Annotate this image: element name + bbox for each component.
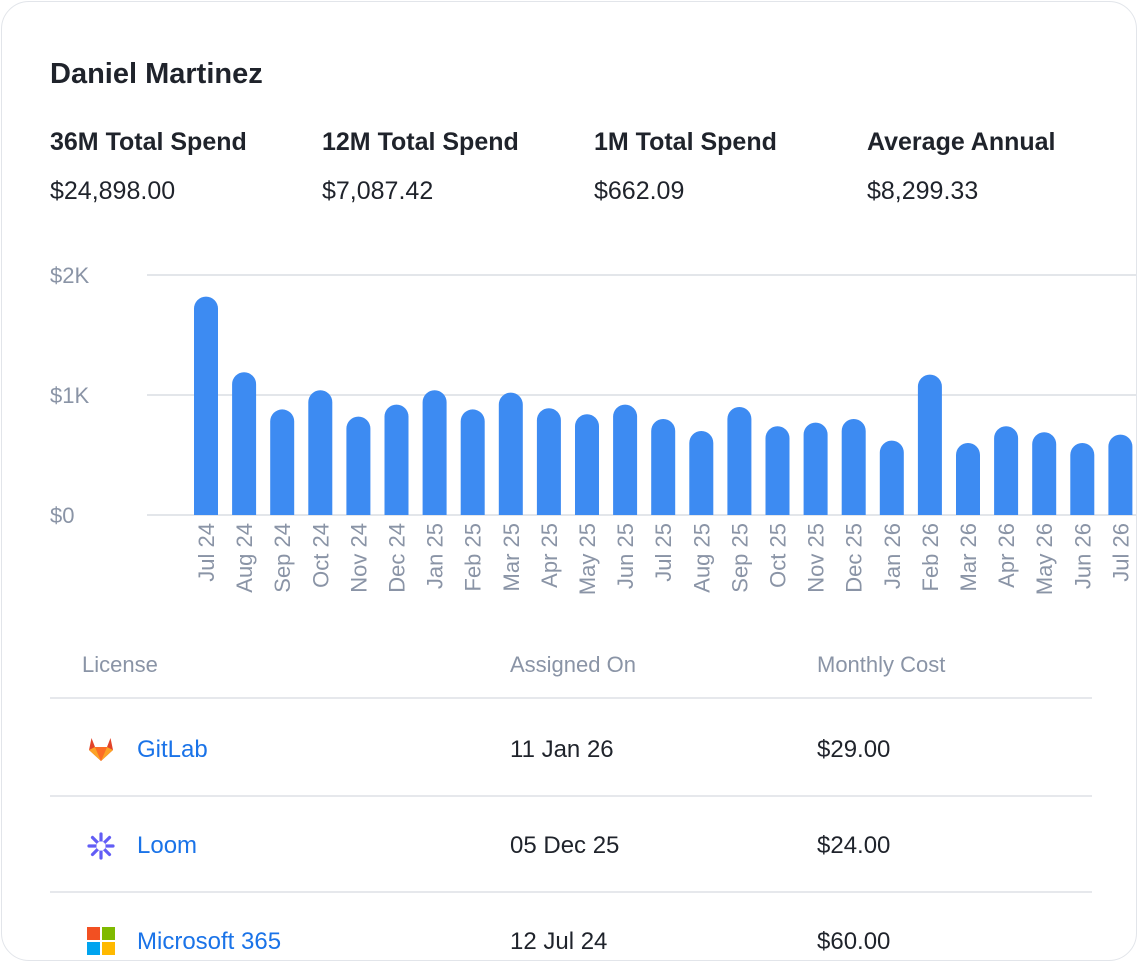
bar-oct-24[interactable]: [308, 390, 333, 515]
bar-aug-24[interactable]: [232, 372, 257, 515]
loom-icon: [87, 832, 115, 860]
x-tick-label: Oct 25: [766, 523, 791, 588]
y-tick-label: $1K: [50, 383, 89, 408]
column-header-license: License: [82, 652, 158, 677]
assigned-on: 11 Jan 26: [510, 736, 614, 763]
stat-label: 36M Total Spend: [50, 128, 247, 156]
stat-label: 12M Total Spend: [322, 128, 519, 156]
table-divider: [50, 795, 1092, 797]
x-tick-label: Mar 26: [956, 523, 981, 591]
x-tick-label: Nov 24: [346, 523, 371, 593]
column-header-assigned-on: Assigned On: [510, 652, 636, 677]
x-tick-label: Sep 25: [727, 523, 752, 593]
x-tick-label: Jun 26: [1070, 523, 1095, 589]
stat-12m: 12M Total Spend $7,087.42: [322, 128, 519, 206]
x-tick-label: Jul 26: [1108, 523, 1133, 582]
column-header-monthly-cost: Monthly Cost: [817, 652, 946, 677]
bar-sep-25[interactable]: [727, 407, 752, 515]
stat-1m: 1M Total Spend $662.09: [594, 128, 777, 206]
x-tick-label: Aug 24: [232, 523, 257, 593]
user-name: Daniel Martinez: [50, 58, 263, 90]
monthly-spend-chart: $0 $1K $2K Jul 24 Aug 24 Sep 24 Oct 24 Nov 24 De…: [50, 263, 1136, 595]
license-link[interactable]: Microsoft 365: [137, 928, 282, 955]
stat-36m: 36M Total Spend $24,898.00: [50, 128, 247, 206]
bar-sep-24[interactable]: [270, 409, 295, 515]
x-tick-label: Apr 26: [994, 523, 1019, 588]
monthly-cost: $24.00: [817, 832, 891, 859]
x-tick-label: Mar 25: [499, 523, 524, 591]
bar-jul-24[interactable]: [194, 296, 218, 515]
assigned-on: 12 Jul 24: [510, 928, 608, 955]
bar-apr-25[interactable]: [536, 408, 561, 515]
bar-oct-25[interactable]: [765, 426, 790, 515]
bar-dec-25[interactable]: [841, 419, 866, 515]
microsoft-365-icon: [87, 927, 115, 955]
bar-nov-24[interactable]: [346, 416, 371, 515]
x-tick-label: Nov 25: [804, 523, 829, 593]
license-link[interactable]: Loom: [137, 832, 198, 859]
x-tick-label: Jul 25: [651, 523, 676, 582]
x-tick-label: Dec 24: [385, 523, 410, 593]
bar-aug-25[interactable]: [689, 431, 714, 515]
bar-jul-25[interactable]: [651, 419, 676, 515]
monthly-cost: $60.00: [817, 928, 891, 955]
x-tick-label: Oct 24: [308, 523, 333, 588]
table-divider: [50, 891, 1092, 893]
bar-jun-25[interactable]: [613, 404, 638, 515]
stat-value: $7,087.42: [322, 177, 434, 205]
x-tick-label: Jun 25: [613, 523, 638, 589]
stat-label: 1M Total Spend: [594, 128, 777, 156]
x-tick-label: Sep 24: [270, 523, 295, 593]
stat-average-annual: Average Annual $8,299.33: [867, 128, 1055, 206]
x-tick-label: Aug 25: [689, 523, 714, 593]
bar-dec-24[interactable]: [384, 404, 409, 515]
x-tick-label: May 26: [1032, 523, 1057, 595]
bar-may-25[interactable]: [575, 414, 599, 515]
gitlab-icon: [89, 738, 113, 761]
x-tick-label: Feb 26: [918, 523, 943, 592]
x-tick-label: Jul 24: [194, 523, 219, 582]
bar-nov-25[interactable]: [803, 422, 828, 515]
y-tick-label: $2K: [50, 263, 89, 288]
bar-mar-26[interactable]: [956, 443, 980, 515]
bar-jul-26[interactable]: [1108, 434, 1133, 515]
bar-jun-26[interactable]: [1070, 443, 1095, 515]
monthly-cost: $29.00: [817, 736, 891, 763]
bar-mar-25[interactable]: [498, 392, 523, 515]
stat-label: Average Annual: [867, 128, 1056, 156]
x-tick-label: Apr 25: [537, 523, 562, 588]
bar-jan-25[interactable]: [422, 390, 447, 515]
bar-feb-25[interactable]: [460, 409, 485, 515]
license-link[interactable]: GitLab: [137, 736, 208, 763]
x-tick-label: May 25: [575, 523, 600, 595]
bar-may-26[interactable]: [1032, 432, 1057, 515]
x-tick-label: Jan 25: [423, 523, 448, 589]
table-divider: [50, 697, 1092, 699]
y-tick-label: $0: [50, 503, 74, 528]
x-tick-label: Feb 25: [461, 523, 486, 592]
stat-value: $662.09: [594, 177, 685, 205]
x-tick-label: Jan 26: [880, 523, 905, 589]
stat-value: $24,898.00: [50, 177, 176, 205]
bar-apr-26[interactable]: [994, 426, 1019, 515]
stat-value: $8,299.33: [867, 177, 979, 205]
x-tick-label: Dec 25: [842, 523, 867, 593]
bar-feb-26[interactable]: [917, 374, 942, 515]
assigned-on: 05 Dec 25: [510, 832, 620, 859]
bar-jan-26[interactable]: [879, 440, 904, 515]
